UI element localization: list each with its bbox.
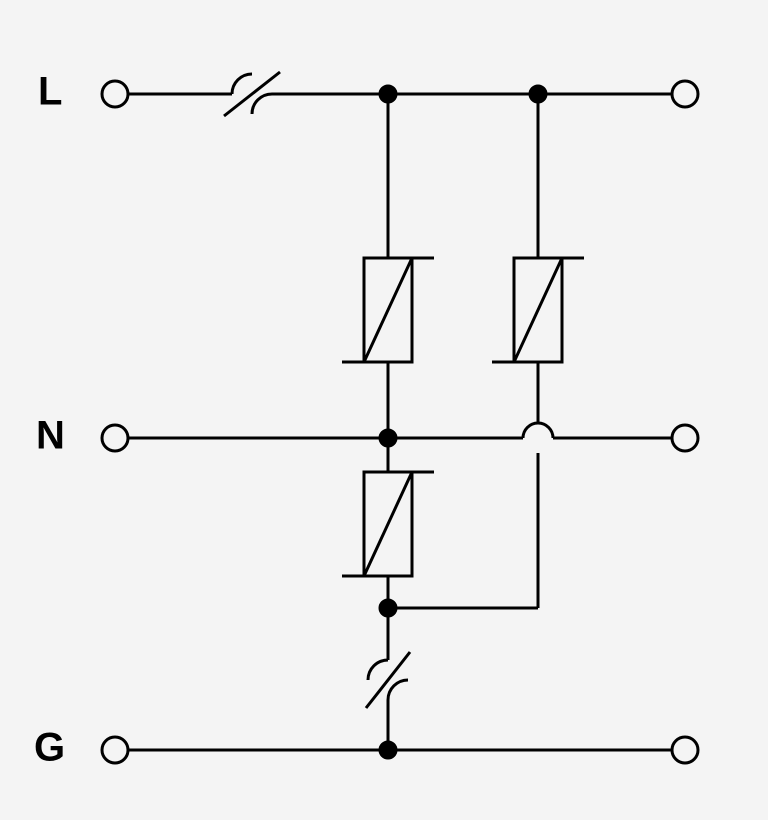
terminal-G-right: [672, 737, 698, 763]
junction: [380, 86, 396, 102]
bg: [0, 0, 768, 820]
terminal-L-right: [672, 81, 698, 107]
junction: [380, 430, 396, 446]
terminal-L-left: [102, 81, 128, 107]
junction: [380, 742, 396, 758]
junction: [530, 86, 546, 102]
terminal-N-right: [672, 425, 698, 451]
junction: [380, 600, 396, 616]
label-N: N: [36, 414, 65, 458]
label-G: G: [34, 726, 65, 770]
label-L: L: [38, 70, 62, 114]
terminal-N-left: [102, 425, 128, 451]
terminal-G-left: [102, 737, 128, 763]
circuit-diagram: L N G: [0, 0, 768, 820]
